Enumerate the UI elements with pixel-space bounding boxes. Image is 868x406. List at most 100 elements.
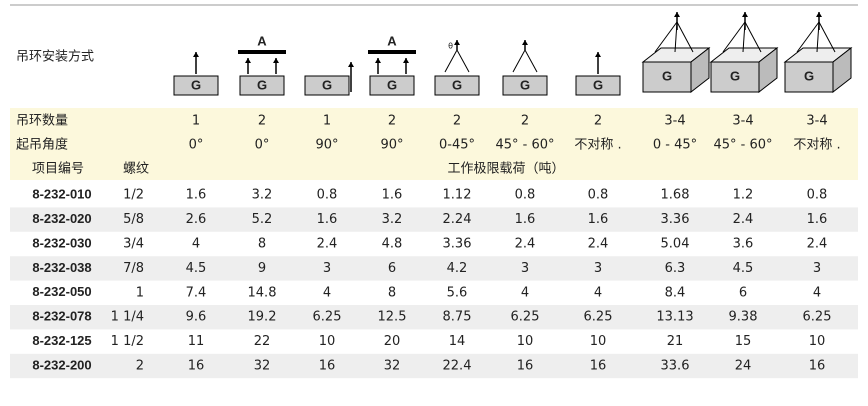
spec-cell: 2 [388,114,396,129]
thread: 5/8 [123,212,144,227]
load-cell: 1.68 [661,188,690,203]
block [369,75,415,96]
sling [512,48,538,73]
load-cell: 24 [735,359,752,374]
load-cell: 4 [323,285,331,300]
spec-cell: 2 [453,114,461,129]
hook-arrow [816,12,822,17]
sling [444,48,470,73]
load-cell: 10 [319,334,336,349]
load-cell: 32 [384,359,401,374]
load-cell: 4 [521,285,529,300]
load-cell: 5.04 [661,237,690,252]
item-code: 8-232-020 [32,211,91,226]
load-cell: 8 [258,237,266,252]
item-code: 8-232-125 [32,333,91,348]
block [642,61,692,93]
hook-arrow [742,12,748,17]
column-header: 螺纹 [123,162,149,177]
load-cell: 3 [594,261,602,276]
load-cell: 3 [813,261,821,276]
hook-arrow [454,40,460,45]
bar-letter: A [257,33,267,48]
thread: 3/4 [123,237,144,252]
block-letter: G [257,77,267,92]
load-cell: 4.5 [733,261,754,276]
load-cell: 3.6 [733,237,754,252]
spec-cell: 不对称 . [793,138,840,153]
load-cell: 4 [594,285,602,300]
load-cell: 5.2 [252,212,273,227]
block-letter: G [730,68,740,83]
load-cell: 16 [590,359,607,374]
load-cell: 6 [388,261,396,276]
spec-label: 起吊角度 [16,137,68,153]
sling [722,21,746,53]
load-cell: 11 [188,334,205,349]
spec-cell: 不对称 . [574,138,621,153]
load-cell: 22 [254,334,271,349]
load-cell: 16 [809,359,826,374]
spec-cell: 2 [258,114,266,129]
load-cell: 1.6 [807,212,828,227]
spec-cell: 1 [192,114,200,129]
spec-cell: 45° - 60° [713,138,772,153]
block-letter: G [520,77,530,92]
item-code: 8-232-050 [32,284,91,299]
hook-arrow [674,12,680,17]
thread: 1 1/4 [111,310,144,325]
load-cell: 5.6 [447,285,468,300]
load-cell: 3.36 [443,237,472,252]
load-cell: 3.36 [661,212,690,227]
hook-arrow [273,58,279,63]
spec-cell: 90° [380,138,403,153]
load-cell: 9 [258,261,266,276]
load-cell: 0.8 [807,188,828,203]
load-cell: 9.38 [729,310,758,325]
load-cell: 1.6 [515,212,536,227]
bar-letter: A [387,33,397,48]
load-cell: 1.12 [443,188,472,203]
thread: 1/2 [123,188,144,203]
block-letter: G [804,68,814,83]
block [502,75,548,96]
item-code: 8-232-038 [32,260,91,275]
block [239,75,285,96]
hook-arrow [522,40,528,45]
load-cell: 1.6 [186,188,207,203]
item-code: 8-232-078 [32,309,91,324]
load-cell: 3 [323,261,331,276]
row-band [10,353,858,379]
load-header: 工作极限载荷（吨） [447,162,564,177]
load-cell: 9.6 [186,310,207,325]
load-cell: 13.13 [656,310,693,325]
spec-cell: 2 [521,114,529,129]
row-band [10,207,858,232]
hook-arrow [245,58,251,63]
load-cell: 3.2 [252,188,273,203]
load-cell: 2.4 [588,237,609,252]
load-cell: 0.8 [588,188,609,203]
sling [796,21,820,53]
load-cell: 21 [667,334,684,349]
load-cell: 19.2 [248,310,277,325]
load-cell: 12.5 [378,310,407,325]
sling [744,21,762,53]
load-cell: 22.4 [443,359,472,374]
spec-cell: 0-45° [439,138,475,153]
load-cell: 16 [517,359,534,374]
load-cell: 2.4 [515,237,536,252]
block [710,61,760,93]
load-cell: 4.5 [186,261,207,276]
load-cell: 10 [809,334,826,349]
hook-arrow [595,52,601,57]
spec-cell: 0 - 45° [653,138,697,153]
load-cell: 8.4 [665,285,686,300]
spec-cell: 0° [189,138,204,153]
block [304,75,350,96]
load-cell: 3.2 [382,212,403,227]
spec-cell: 0° [255,138,270,153]
row-band [10,256,858,281]
spec-cell: 90° [315,138,338,153]
